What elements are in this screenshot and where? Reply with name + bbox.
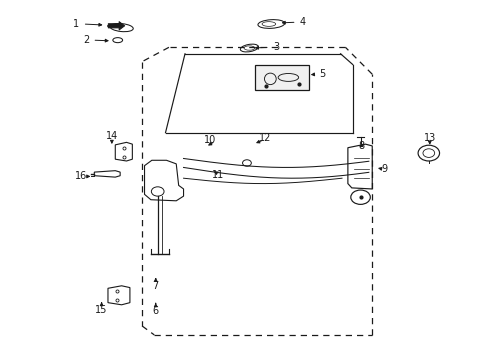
Text: 12: 12 xyxy=(259,134,271,143)
Text: 8: 8 xyxy=(358,141,364,151)
Text: 3: 3 xyxy=(273,42,279,52)
Text: 13: 13 xyxy=(423,133,435,143)
Text: 14: 14 xyxy=(105,131,118,141)
Text: 5: 5 xyxy=(319,69,325,79)
Text: 7: 7 xyxy=(152,281,159,291)
Text: 2: 2 xyxy=(83,35,89,45)
Text: 1: 1 xyxy=(73,19,79,29)
Text: 6: 6 xyxy=(152,306,159,316)
Text: 9: 9 xyxy=(381,164,387,174)
Text: 11: 11 xyxy=(211,170,224,180)
FancyArrowPatch shape xyxy=(108,22,124,30)
Text: 4: 4 xyxy=(299,17,305,27)
Text: 15: 15 xyxy=(95,305,107,315)
Text: 16: 16 xyxy=(75,171,87,181)
Bar xyxy=(255,65,308,90)
Text: 10: 10 xyxy=(204,135,216,145)
